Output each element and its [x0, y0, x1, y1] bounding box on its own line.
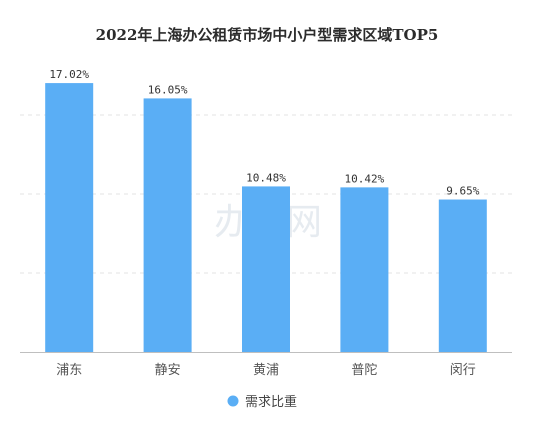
data-label-2: 10.48% — [246, 171, 286, 184]
x-tick-label-1: 静安 — [155, 363, 181, 378]
x-tick-label-2: 黄浦 — [253, 363, 279, 378]
x-tick-label-4: 闵行 — [450, 363, 476, 378]
data-label-0: 17.02% — [49, 68, 89, 81]
bar-2[interactable] — [242, 186, 290, 352]
chart-title: 2022年上海办公租赁市场中小户型需求区域TOP5 — [96, 26, 439, 44]
grid-lines — [20, 114, 512, 274]
x-axis-ticks: 浦东 静安 黄浦 普陀 闵行 — [56, 362, 476, 378]
bar-0[interactable] — [45, 83, 94, 353]
bar-3[interactable] — [340, 187, 389, 352]
legend-label: 需求比重 — [245, 394, 297, 410]
bar-1[interactable] — [143, 98, 192, 352]
x-tick-label-0: 浦东 — [56, 363, 82, 378]
data-labels: 17.02% 16.05% 10.48% 10.42% 9.65% — [49, 68, 479, 197]
data-label-4: 9.65% — [446, 185, 479, 198]
legend[interactable]: 需求比重 — [227, 394, 298, 410]
bar-4[interactable] — [438, 199, 487, 352]
x-tick-label-3: 普陀 — [351, 362, 377, 378]
bars — [45, 83, 487, 353]
legend-marker — [227, 395, 239, 407]
data-label-1: 16.05% — [148, 83, 188, 96]
data-label-3: 10.42% — [345, 172, 385, 185]
